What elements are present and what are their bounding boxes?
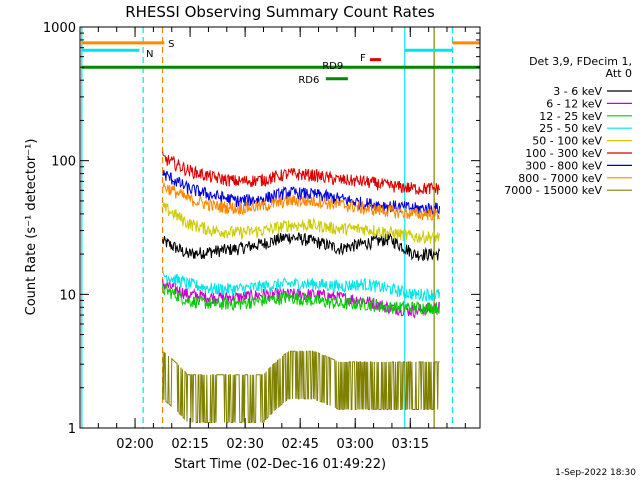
x-tick-label: 02:00 [116,437,153,452]
series-line-1 [162,279,441,319]
x-tick-label: 03:00 [336,437,373,452]
legend-label: 800 - 7000 keV [518,172,602,185]
flag-label-rd6: RD6 [298,75,319,86]
legend-label: 12 - 25 keV [539,110,602,123]
legend-label: 50 - 100 keV [532,135,602,148]
footer-timestamp: 1-Sep-2022 18:30 [555,468,636,478]
flag-label-s: S [168,39,174,50]
x-tick-label: 02:30 [226,437,263,452]
flag-label-rd9: RD9 [322,61,343,72]
x-axis-label: Start Time (02-Dec-16 01:49:22) [174,457,386,472]
flag-label-n: N [146,49,153,60]
x-tick-label: 02:15 [171,437,208,452]
flag-label-f: F [360,53,366,64]
legend-label: 6 - 12 keV [546,97,602,110]
plot-frame [79,26,481,429]
series-line-8 [162,350,440,424]
series-line-4 [162,202,441,245]
y-tick-label: 10 [59,288,76,303]
y-axis-label: Count Rate (s⁻¹ detector⁻¹) [24,139,39,316]
series-line-5 [162,151,441,196]
series-line-2 [162,283,441,315]
y-axis-label-group: Count Rate (s⁻¹ detector⁻¹) [24,139,39,316]
legend-label: 100 - 300 keV [525,147,602,160]
axes-layer: 1 10 100 1000 02:00 02:15 02:30 02:45 03:00 03:15 [43,21,481,452]
chart-title: RHESSI Observing Summary Count Rates [125,3,435,21]
series-line-0 [162,232,441,262]
series-line-3 [162,270,441,302]
y-tick-label: 100 [51,155,76,170]
y-tick-label: 1 [68,422,76,437]
y-tick-label: 1000 [43,21,76,36]
legend-label: 7000 - 15000 keV [504,184,602,197]
legend-label: 3 - 6 keV [553,85,602,98]
legend-label: 300 - 800 keV [525,159,602,172]
x-tick-label: 03:15 [392,437,429,452]
legend-label: 25 - 50 keV [539,122,602,135]
legend-header: Att 0 [606,67,632,80]
series-line-6 [162,170,441,216]
x-tick-label: 02:45 [281,437,318,452]
legend-header: Det 3,9, FDecim 1, [529,55,632,68]
series-line-7 [162,182,440,221]
